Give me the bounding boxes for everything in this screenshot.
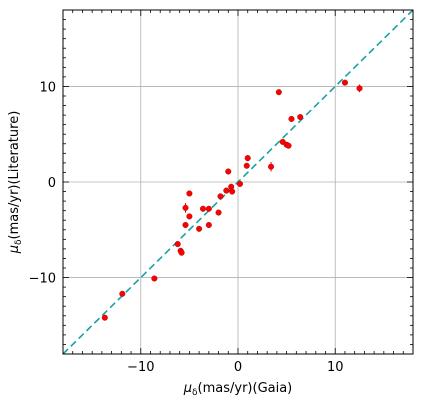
point-marker [178,249,185,256]
point-marker [205,221,212,228]
data-point [205,205,212,212]
point-marker [186,213,193,220]
data-point [356,84,363,93]
point-marker [268,163,275,170]
point-marker [229,188,236,195]
data-point [275,89,282,96]
point-marker [288,115,295,122]
data-point [174,241,181,248]
data-point [186,213,193,220]
point-marker [297,114,304,121]
point-marker [196,225,203,232]
point-marker [215,209,222,216]
y-tick-label: 0 [48,176,56,191]
point-marker [275,89,282,96]
data-point [101,314,108,321]
data-point [119,290,126,297]
y-axis-title: μδ(mas/yr)(Literature) [7,111,24,255]
data-point [297,114,304,121]
data-point [215,209,222,216]
data-point [236,180,243,187]
x-tick-label: 10 [327,360,344,375]
data-point [182,203,189,213]
data-point [205,221,212,228]
point-marker [225,168,232,175]
data-point [288,115,295,122]
point-marker [174,241,181,248]
data-point [182,221,189,228]
point-marker [285,142,292,149]
data-point [268,161,275,172]
point-marker [182,204,189,211]
data-point [178,249,185,256]
data-point [244,155,251,162]
data-point [196,225,203,232]
point-marker [182,221,189,228]
x-tick-label: 0 [234,360,242,375]
point-marker [243,162,250,169]
data-point [186,190,193,197]
point-marker [223,187,230,194]
point-marker [119,290,126,297]
data-point [285,142,292,149]
point-marker [186,190,193,197]
point-marker [151,275,158,282]
point-marker [101,314,108,321]
axis-ticks [62,9,414,355]
data-point [341,79,348,86]
x-axis-title: μδ(mas/yr)(Gaia) [183,381,293,398]
data-point [223,187,230,194]
point-marker [236,180,243,187]
data-point [229,188,236,195]
point-marker [244,155,251,162]
point-marker [356,85,363,92]
point-marker [217,193,224,200]
y-tick-label: 10 [39,80,56,95]
data-point [199,205,206,212]
data-point [151,275,158,282]
point-marker [341,79,348,86]
data-point [225,168,232,175]
x-tick-label: −10 [127,360,154,375]
data-points [101,79,363,321]
y-tick-label: −10 [29,272,56,287]
axis-tick-labels: −10 0 10 −10 0 10 [29,80,344,375]
point-marker [199,205,206,212]
data-point [243,162,250,169]
point-marker [205,205,212,212]
data-point [217,193,224,200]
